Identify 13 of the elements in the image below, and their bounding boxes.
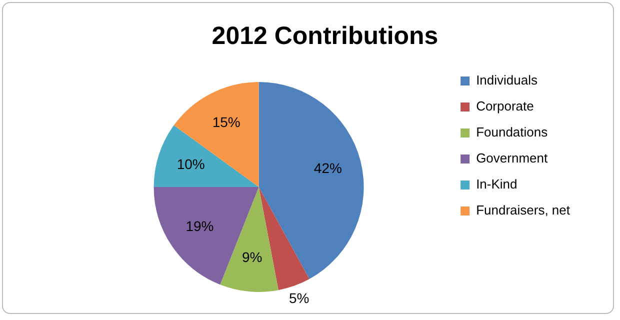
legend-label: Government [476,150,548,166]
legend-label: In-Kind [476,176,518,192]
data-label: 15% [212,114,240,130]
data-label: 10% [176,156,205,172]
legend-label: Corporate [476,98,534,114]
data-label: 9% [242,248,262,265]
data-label: 5% [288,290,310,306]
legend-label: Individuals [476,72,538,88]
chart-title: 2012 Contributions [212,22,438,50]
legend-label: Foundations [476,124,548,140]
legend-label: Fundraisers, net [476,202,570,218]
data-label: 42% [314,160,342,176]
data-label: 19% [186,218,214,234]
